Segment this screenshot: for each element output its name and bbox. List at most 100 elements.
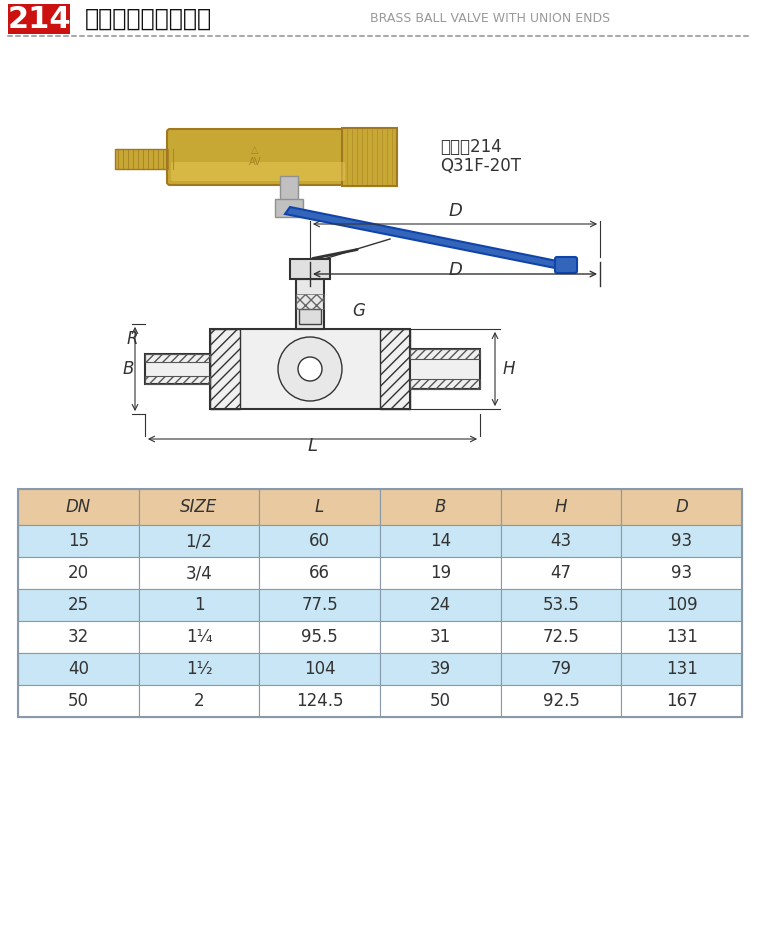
Bar xyxy=(138,621,259,653)
Text: △
AV: △ AV xyxy=(249,145,261,167)
Text: B: B xyxy=(435,498,446,516)
Text: 72.5: 72.5 xyxy=(543,628,579,646)
FancyBboxPatch shape xyxy=(555,257,577,273)
Bar xyxy=(622,489,742,525)
Bar xyxy=(380,685,501,717)
Text: 25: 25 xyxy=(68,596,89,614)
Text: 50: 50 xyxy=(430,692,451,710)
Bar xyxy=(210,329,240,409)
Bar xyxy=(501,525,622,557)
Text: 95.5: 95.5 xyxy=(301,628,338,646)
Text: 50: 50 xyxy=(68,692,89,710)
Text: L: L xyxy=(315,498,325,516)
Text: Q31F-20T: Q31F-20T xyxy=(440,157,521,175)
Bar xyxy=(145,354,210,384)
Bar xyxy=(145,376,210,384)
Text: 1: 1 xyxy=(194,596,204,614)
Bar xyxy=(18,557,138,589)
Bar xyxy=(501,557,622,589)
Bar xyxy=(18,685,138,717)
Bar xyxy=(410,379,480,389)
Bar xyxy=(622,621,742,653)
FancyBboxPatch shape xyxy=(275,199,303,217)
Text: 167: 167 xyxy=(666,692,698,710)
Text: 124.5: 124.5 xyxy=(296,692,344,710)
Bar xyxy=(138,589,259,621)
Bar xyxy=(18,525,138,557)
Text: 2: 2 xyxy=(194,692,204,710)
Text: B: B xyxy=(123,360,135,378)
Text: 93: 93 xyxy=(671,532,692,550)
Bar xyxy=(145,354,210,362)
Bar xyxy=(259,621,380,653)
Bar xyxy=(380,525,501,557)
Text: D: D xyxy=(448,261,462,279)
Text: 131: 131 xyxy=(666,660,698,678)
Text: 60: 60 xyxy=(309,532,330,550)
Text: 32: 32 xyxy=(68,628,89,646)
Bar xyxy=(501,685,622,717)
Text: 1/2: 1/2 xyxy=(185,532,213,550)
Bar xyxy=(259,653,380,685)
Circle shape xyxy=(278,337,342,401)
Bar xyxy=(622,557,742,589)
Bar xyxy=(18,489,138,525)
Text: 19: 19 xyxy=(429,564,451,582)
Text: 66: 66 xyxy=(309,564,330,582)
Bar xyxy=(380,329,410,409)
Text: D: D xyxy=(676,498,688,516)
Text: D: D xyxy=(448,202,462,220)
Bar xyxy=(138,557,259,589)
Bar xyxy=(501,621,622,653)
Bar xyxy=(622,589,742,621)
Bar xyxy=(501,589,622,621)
Bar xyxy=(18,653,138,685)
Text: 104: 104 xyxy=(304,660,335,678)
Text: 53.5: 53.5 xyxy=(543,596,579,614)
Bar xyxy=(259,489,380,525)
Bar xyxy=(18,489,742,717)
Text: 47: 47 xyxy=(550,564,572,582)
Bar xyxy=(138,489,259,525)
Text: 43: 43 xyxy=(550,532,572,550)
Circle shape xyxy=(298,357,322,381)
Bar xyxy=(138,653,259,685)
Text: 1¹⁄₂: 1¹⁄₂ xyxy=(185,660,212,678)
Text: 14: 14 xyxy=(429,532,451,550)
FancyBboxPatch shape xyxy=(342,128,397,186)
Bar xyxy=(380,589,501,621)
Text: 15: 15 xyxy=(68,532,89,550)
Text: 93: 93 xyxy=(671,564,692,582)
Bar xyxy=(622,653,742,685)
FancyBboxPatch shape xyxy=(115,149,180,169)
Text: DN: DN xyxy=(66,498,91,516)
FancyBboxPatch shape xyxy=(8,4,70,34)
Polygon shape xyxy=(285,207,562,269)
Text: 24: 24 xyxy=(429,596,451,614)
Bar xyxy=(410,349,480,389)
Bar xyxy=(380,489,501,525)
Bar xyxy=(380,621,501,653)
Bar xyxy=(138,525,259,557)
Text: H: H xyxy=(503,360,515,378)
Text: 20: 20 xyxy=(68,564,89,582)
Bar xyxy=(380,653,501,685)
Bar xyxy=(18,589,138,621)
Text: 77.5: 77.5 xyxy=(301,596,338,614)
Bar xyxy=(259,525,380,557)
Bar xyxy=(296,279,324,329)
Text: 109: 109 xyxy=(666,596,698,614)
Text: 黄铜球阀（足通口）: 黄铜球阀（足通口） xyxy=(85,7,212,31)
Text: L: L xyxy=(308,437,318,455)
Text: R: R xyxy=(126,330,138,348)
Text: 214: 214 xyxy=(7,5,71,34)
Bar xyxy=(18,621,138,653)
Text: 40: 40 xyxy=(68,660,89,678)
FancyBboxPatch shape xyxy=(167,129,348,185)
Text: 货号：214: 货号：214 xyxy=(440,138,502,156)
Text: 131: 131 xyxy=(666,628,698,646)
Circle shape xyxy=(298,357,322,381)
Bar xyxy=(299,309,321,324)
Text: G: G xyxy=(352,302,365,320)
Text: 1¹⁄₄: 1¹⁄₄ xyxy=(185,628,212,646)
